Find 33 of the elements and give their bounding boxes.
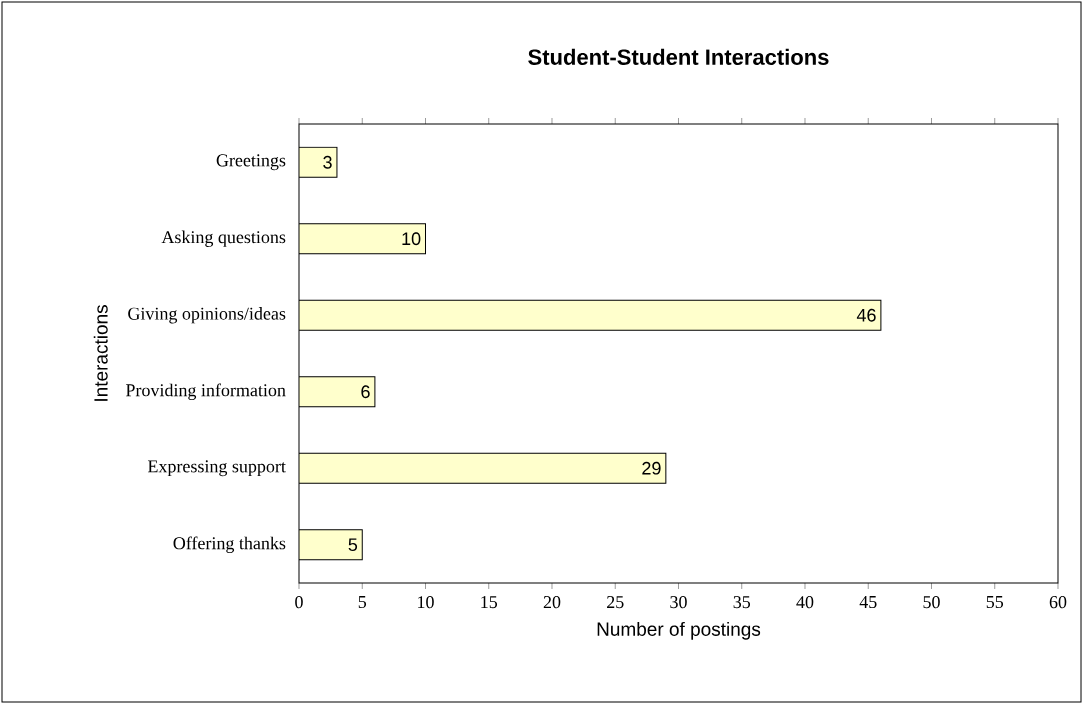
data-label: 3 bbox=[323, 155, 332, 169]
y-tick-label: Giving opinions/ideas bbox=[128, 307, 286, 324]
x-axis-title: Number of postings bbox=[597, 621, 761, 640]
y-axis-title: Interactions bbox=[93, 305, 108, 401]
x-tick-label: 0 bbox=[295, 596, 303, 609]
x-tick-label: 55 bbox=[986, 596, 1004, 609]
chart-title: Student-Student Interactions bbox=[528, 48, 829, 65]
y-tick-label: Expressing support bbox=[147, 460, 286, 477]
y-tick-label: Asking questions bbox=[161, 230, 286, 247]
bar bbox=[299, 376, 376, 408]
x-tick-label: 35 bbox=[733, 596, 751, 609]
y-tick-label: Providing information bbox=[125, 383, 286, 401]
bar bbox=[299, 299, 882, 331]
x-tick-label: 50 bbox=[923, 596, 940, 609]
x-tick-label: 30 bbox=[670, 596, 687, 609]
y-tick-label: Greetings bbox=[216, 154, 286, 171]
x-tick-label: 60 bbox=[1049, 596, 1067, 609]
bar bbox=[299, 529, 363, 561]
data-label: 6 bbox=[361, 385, 370, 399]
y-tick-label: Offering thanks bbox=[173, 536, 286, 554]
bar bbox=[299, 452, 667, 484]
x-tick-label: 5 bbox=[358, 596, 367, 609]
data-label: 46 bbox=[856, 308, 876, 322]
x-tick-label: 40 bbox=[796, 596, 814, 609]
x-tick-label: 15 bbox=[481, 596, 498, 609]
x-tick-label: 10 bbox=[418, 596, 434, 609]
x-tick-label: 25 bbox=[607, 596, 624, 609]
bar bbox=[299, 223, 426, 255]
x-tick-label: 20 bbox=[543, 596, 561, 609]
x-tick-label: 45 bbox=[859, 596, 877, 609]
data-label: 5 bbox=[348, 538, 358, 552]
data-label: 29 bbox=[642, 461, 661, 475]
data-label: 10 bbox=[402, 232, 421, 246]
